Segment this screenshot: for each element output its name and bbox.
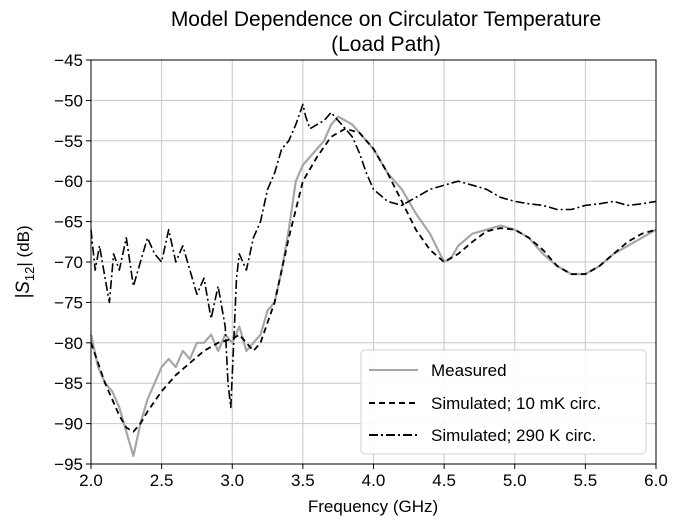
y-tick-label: −95 [54,455,83,474]
x-tick-label: 3.0 [220,471,244,490]
x-tick-label: 4.0 [362,471,386,490]
series-line-1 [90,127,657,433]
axis-ticks: 2.0 2.5 3.0 3.5 4.0 4.5 5.0 5.5 6.0 −45 −50 −55 −60 −… [54,51,668,490]
chart-subtitle: (Load Path) [331,33,441,56]
series-lines [89,103,657,457]
y-tick-label: −75 [54,293,83,312]
x-tick-label: 2.5 [150,471,174,490]
legend-label-simulated-10mk: Simulated; 10 mK circ. [431,394,601,413]
x-axis-label: Frequency (GHz) [308,497,438,516]
y-tick-label: −80 [54,334,83,353]
x-tick-label: 3.5 [291,471,315,490]
y-axis-label: |S12| (dB) [13,225,37,298]
y-tick-label: −85 [54,374,83,393]
y-tick-label: −70 [54,253,83,272]
series-line-2 [90,103,657,409]
x-tick-label: 4.5 [432,471,456,490]
y-tick-label: −50 [54,91,83,110]
chart-title: Model Dependence on Circulator Temperatu… [171,8,601,31]
y-tick-label: −60 [54,172,83,191]
x-tick-label: 2.0 [79,471,103,490]
legend-box [360,349,647,455]
x-tick-label: 5.5 [574,471,598,490]
legend: Measured Simulated; 10 mK circ. Simulate… [360,349,647,455]
legend-label-measured: Measured [431,361,507,380]
x-tick-label: 5.0 [503,471,527,490]
legend-label-simulated-290k: Simulated; 290 K circ. [431,426,596,445]
x-tick-label: 6.0 [644,471,668,490]
y-tick-label: −45 [54,51,83,70]
y-tick-label: −65 [54,213,83,232]
plot-frame [90,59,657,465]
y-tick-label: −55 [54,132,83,151]
y-tick-label: −90 [54,415,83,434]
